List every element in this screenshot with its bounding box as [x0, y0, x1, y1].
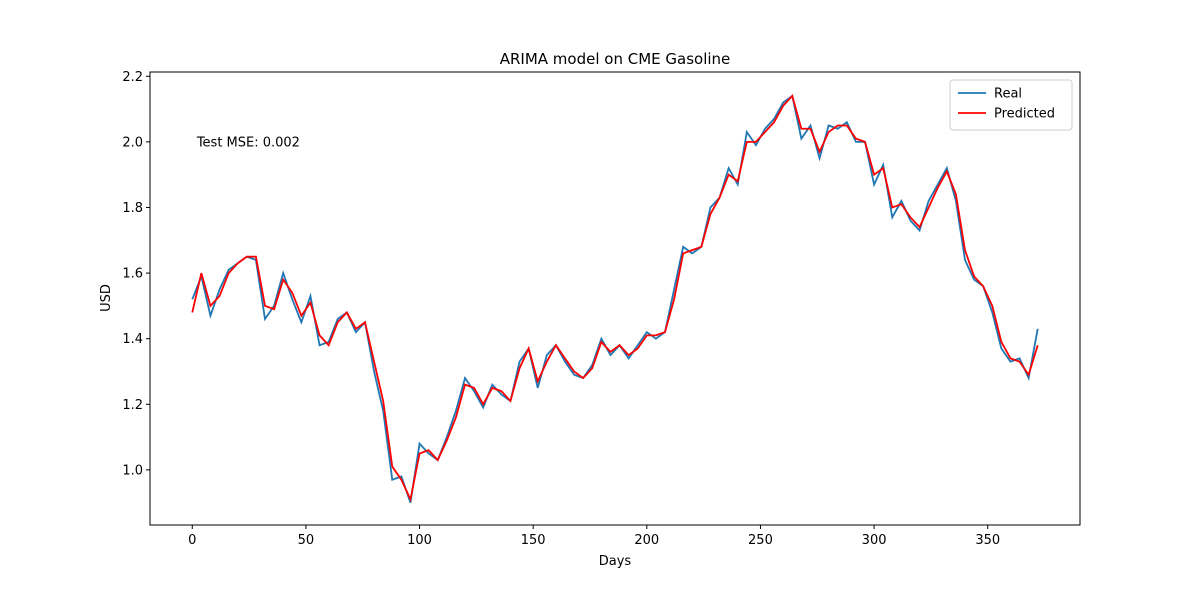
x-tick-label: 350 [975, 533, 1000, 548]
x-tick-label: 50 [298, 533, 315, 548]
y-tick-label: 1.2 [122, 398, 143, 413]
legend-label: Real [994, 87, 1022, 102]
y-tick-label: 2.2 [122, 70, 143, 85]
legend-label: Predicted [994, 107, 1055, 122]
y-tick-label: 1.0 [122, 463, 143, 478]
x-tick-label: 100 [407, 533, 432, 548]
y-tick-label: 1.6 [122, 267, 143, 282]
series-line [191, 94, 1039, 503]
y-axis-label: USD [99, 284, 114, 312]
x-tick-label: 300 [862, 533, 887, 548]
y-tick-label: 1.4 [122, 332, 143, 347]
x-tick-label: 200 [634, 533, 659, 548]
x-axis-label: Days [599, 554, 632, 569]
y-tick-label: 2.0 [122, 135, 143, 150]
chart-title: ARIMA model on CME Gasoline [500, 50, 731, 68]
plot-frame [149, 71, 1081, 526]
series-line [191, 94, 1039, 503]
x-tick-label: 150 [521, 533, 546, 548]
x-tick-label: 0 [188, 533, 196, 548]
annotation: Test MSE: 0.002 [196, 135, 300, 150]
y-tick-label: 1.8 [122, 201, 143, 216]
x-tick-label: 250 [748, 533, 773, 548]
